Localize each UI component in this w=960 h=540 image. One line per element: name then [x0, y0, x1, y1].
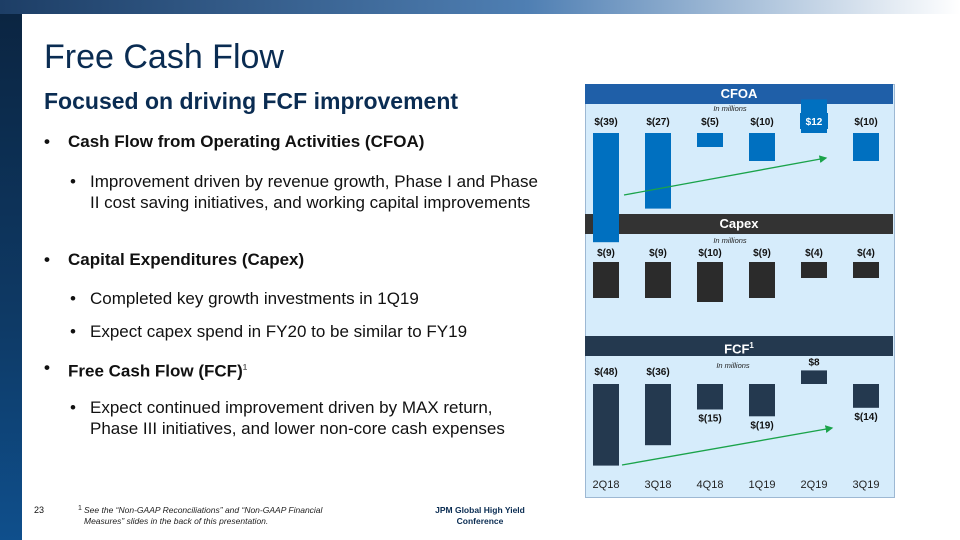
left-accent-bar — [0, 0, 22, 540]
cfoa-bar-3Q19 — [853, 133, 879, 161]
capex-bar-2Q19 — [801, 262, 827, 278]
fcf-data-label: $(14) — [854, 412, 877, 423]
cfoa-trend-arrow — [623, 155, 828, 196]
footnote-line-2: Measures” slides in the back of this pre… — [84, 516, 269, 526]
cfoa-data-label: $12 — [806, 117, 823, 128]
fcf-bar-2Q19 — [801, 370, 827, 384]
cfoa-data-label: $(10) — [854, 117, 877, 128]
cfoa-bar-3Q18 — [645, 133, 671, 209]
capex-bar-3Q18 — [645, 262, 671, 298]
category-tick-label: 2Q19 — [801, 479, 828, 491]
bullet-capex-text: Capital Expenditures (Capex) — [68, 250, 305, 269]
bullet-cfoa-detail-text: Improvement driven by revenue growth, Ph… — [90, 172, 538, 212]
fcf-bar-3Q18 — [645, 384, 671, 446]
capex-bar-4Q18 — [697, 262, 723, 302]
bullet-capex-detail-1: • Completed key growth investments in 1Q… — [70, 288, 545, 309]
top-accent-bar — [0, 0, 960, 14]
cfoa-bar-1Q19 — [749, 133, 775, 161]
bullet-dot: • — [70, 398, 76, 417]
slide-subtitle: Focused on driving FCF improvement — [44, 88, 459, 114]
fcf-trend-arrow — [621, 425, 834, 466]
bullet-dot: • — [70, 172, 76, 191]
bullet-dot: • — [44, 358, 50, 377]
cfoa-unit-label: In millions — [713, 104, 747, 113]
cfoa-bar-2Q18 — [593, 133, 619, 243]
capex-data-label: $(4) — [857, 248, 875, 259]
cfoa-data-label: $(39) — [594, 117, 617, 128]
conference-line-2: Conference — [456, 516, 504, 526]
capex-data-label: $(9) — [753, 248, 771, 259]
bullet-capex-detail-2-text: Expect capex spend in FY20 to be similar… — [90, 322, 468, 341]
fcf-data-label: $(19) — [750, 420, 773, 431]
category-tick-label: 4Q18 — [697, 479, 724, 491]
category-tick-label: 3Q18 — [645, 479, 672, 491]
capex-data-label: $(4) — [805, 248, 823, 259]
bullet-fcf-text: Free Cash Flow (FCF) — [68, 361, 243, 381]
bullet-fcf-detail: • Expect continued improvement driven by… — [70, 397, 545, 439]
bullet-cfoa-text: Cash Flow from Operating Activities (CFO… — [68, 132, 425, 151]
fcf-data-label: $(36) — [646, 367, 669, 378]
capex-data-label: $(9) — [597, 248, 615, 259]
bullet-cfoa: • Cash Flow from Operating Activities (C… — [44, 131, 425, 152]
chart-panel — [585, 84, 895, 498]
bullet-cfoa-detail: • Improvement driven by revenue growth, … — [70, 171, 545, 213]
capex-bar-2Q18 — [593, 262, 619, 298]
bullet-capex-detail-1-text: Completed key growth investments in 1Q19 — [90, 289, 419, 308]
cfoa-data-label: $(27) — [646, 117, 669, 128]
slide-title: Free Cash Flow — [44, 38, 284, 76]
fcf-bar-2Q18 — [593, 384, 619, 466]
cash-flow-charts: $(39) $(27) $(5) $(10) $12 $(10) $(9) $(9) $(10)… — [593, 99, 880, 491]
cfoa-chart-header: CFOA — [585, 84, 893, 104]
footnote-line-1: See the “Non-GAAP Reconciliations” and “… — [84, 505, 323, 515]
fcf-unit-label: In millions — [716, 361, 750, 370]
conference-line-1: JPM Global High Yield — [435, 505, 525, 515]
bullet-dot: • — [44, 250, 50, 269]
page-number: 23 — [34, 505, 45, 515]
capex-data-label: $(10) — [698, 248, 721, 259]
cfoa-bar-4Q18 — [697, 133, 723, 147]
bullet-dot: • — [70, 289, 76, 308]
capex-unit-label: In millions — [713, 236, 747, 245]
fcf-chart-header: FCF1 — [585, 336, 893, 356]
bullet-capex: • Capital Expenditures (Capex) — [44, 249, 305, 270]
fcf-data-label: $(48) — [594, 367, 617, 378]
footnote-number: 1 — [78, 505, 82, 512]
capex-bar-1Q19 — [749, 262, 775, 298]
cfoa-data-label: $(5) — [701, 117, 719, 128]
category-tick-label: 3Q19 — [853, 479, 880, 491]
fcf-footnote-marker: 1 — [749, 341, 754, 350]
conference-name: JPM Global High Yield Conference — [420, 505, 540, 527]
category-tick-label: 2Q18 — [593, 479, 620, 491]
footnote-marker: 1 — [242, 363, 248, 372]
cfoa-highlight-box — [800, 113, 828, 129]
capex-data-label: $(9) — [649, 248, 667, 259]
fcf-data-label: $(15) — [698, 414, 721, 425]
fcf-bar-3Q19 — [853, 384, 879, 408]
bullet-dot: • — [44, 132, 50, 151]
bullet-fcf: • Free Cash Flow (FCF)1 — [44, 357, 248, 382]
capex-bar-3Q19 — [853, 262, 879, 278]
bullet-capex-detail-2: • Expect capex spend in FY20 to be simil… — [70, 321, 545, 342]
bullet-dot: • — [70, 322, 76, 341]
capex-chart-header: Capex — [585, 214, 893, 234]
bullet-fcf-detail-text: Expect continued improvement driven by M… — [90, 398, 505, 438]
fcf-bar-4Q18 — [697, 384, 723, 410]
footnote: 1 See the “Non-GAAP Reconciliations” and… — [78, 505, 323, 527]
fcf-data-label: $8 — [808, 357, 820, 368]
fcf-chart-title: FCF — [724, 341, 750, 357]
fcf-bar-1Q19 — [749, 384, 775, 417]
cfoa-data-label: $(10) — [750, 117, 773, 128]
category-tick-label: 1Q19 — [749, 479, 776, 491]
